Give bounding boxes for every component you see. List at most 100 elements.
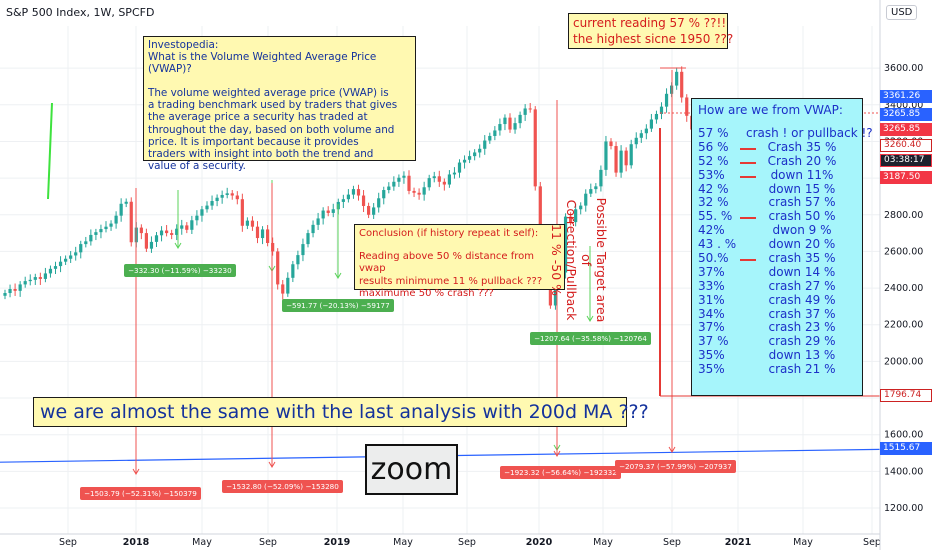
candle-body (407, 175, 411, 191)
vwap-row-percent: 37% (698, 320, 725, 335)
candle-body (89, 234, 93, 242)
investopedia-body-line: The volume weighted average price (VWAP)… (148, 87, 389, 100)
candle-body (326, 210, 330, 213)
candle-body (331, 209, 335, 213)
currency-selector[interactable]: USD (886, 5, 918, 20)
vwap-row: 42 % down 15 % (698, 181, 856, 197)
conclusion-title: Conclusion (if history repeat it self): (359, 228, 539, 239)
candle-body (528, 108, 532, 110)
arrow-head (553, 450, 561, 457)
x-tick-label: Sep (458, 537, 476, 548)
y-tick-label: 2000.00 (884, 356, 923, 367)
candle-body (165, 230, 169, 234)
vwap-row-percent: 56 % (698, 139, 729, 154)
candle-body (462, 159, 467, 163)
candle-body (579, 205, 583, 210)
candle-body (538, 186, 542, 232)
vwap-row: 34% crash 37 % (698, 306, 856, 322)
candle-body (518, 114, 522, 124)
arrow-head (132, 468, 140, 475)
target-area-line: 11 % -50 % (549, 224, 564, 296)
y-tick-label: 1600.00 (884, 430, 923, 441)
x-tick-label: Sep (863, 537, 881, 548)
candle-body (483, 140, 487, 149)
vwap-row-percent: 34% (698, 306, 725, 321)
candle-body (387, 186, 391, 191)
vwap-row-percent: 53% (698, 167, 725, 182)
vwap-distance-note[interactable]: How are we from VWAP: 57 % crash ! or pul… (691, 98, 873, 396)
vwap-note-title: How are we from VWAP: (698, 103, 843, 117)
y-axis: 3600.003400.003200.003000.002800.002600.… (879, 0, 932, 550)
vwap-row-outcome: crash 27 % (768, 278, 836, 293)
measurement-label: −591.77 (−20.13%) −59177 (282, 299, 394, 312)
candle-body (33, 277, 37, 280)
candle-body (114, 215, 118, 224)
candle-body (205, 205, 209, 210)
x-tick-label: May (593, 537, 613, 548)
candle-body (664, 93, 669, 107)
y-tick-label: 3600.00 (884, 63, 923, 74)
candle-body (175, 228, 179, 235)
candle-body (685, 97, 689, 116)
candle-body (43, 273, 47, 279)
conclusion-body-line: results minimume 11 % pullback ??? (359, 275, 543, 287)
current-reading-line: current reading 57 % ??!! (573, 16, 727, 30)
vwap-row: 50.% crash 35 % (698, 251, 856, 266)
vwap-rows: 57 % crash ! or pullback !? 56 % Crash 35 %… (698, 126, 873, 377)
x-tick-label: May (192, 537, 212, 548)
investopedia-note[interactable]: Investopedia: What is the Volume Weighte… (143, 36, 416, 172)
target-area-line: Possible Target area of (579, 197, 609, 323)
candle-body (18, 284, 22, 291)
vwap-row: 56 % Crash 35 % (698, 139, 856, 155)
candle-body (513, 123, 517, 130)
candle-body (589, 189, 593, 194)
candle-body (498, 124, 502, 131)
vwap-row: 55. % crash 50 % (698, 209, 856, 224)
x-tick-label: Sep (663, 537, 681, 548)
candle-body (69, 255, 73, 259)
investopedia-body-line: the average price a security has traded … (148, 111, 368, 124)
candle-body (654, 113, 659, 120)
candle-body (649, 119, 653, 129)
chart-title: S&P 500 Index, 1W, SPCFD (6, 6, 155, 19)
candle-body (316, 218, 320, 225)
investopedia-body-line: a trading benchmark used by traders that… (148, 99, 398, 112)
vwap-row-percent: 50.% (698, 251, 729, 266)
vwap-row: 31% crash 49 % (698, 293, 856, 308)
candle-body (58, 261, 63, 267)
candle-body (361, 195, 366, 206)
conclusion-note[interactable]: Conclusion (if history repeat it self): … (354, 224, 565, 299)
vwap-row-percent: 42 % (698, 181, 729, 196)
vwap-row: 53% down 11% (698, 167, 856, 183)
candle-body (109, 223, 113, 227)
candle-body (614, 146, 618, 173)
vwap-row-outcome: crash 29 % (768, 334, 836, 349)
candle-body (281, 284, 285, 294)
analysis-banner[interactable]: we are almost the same with the last ana… (33, 397, 649, 427)
x-tick-label: 2019 (324, 537, 350, 548)
x-tick-label: 2020 (526, 537, 553, 548)
vwap-row: 32 % crash 57 % (698, 196, 856, 210)
candle-body (64, 258, 68, 262)
y-tick-label: 1200.00 (884, 503, 923, 514)
candle-body (144, 233, 148, 249)
red-dash-marker (740, 175, 756, 178)
candle-body (250, 220, 255, 227)
candle-body (48, 268, 53, 274)
vwap-row-percent: 52 % (698, 153, 729, 168)
candle-body (367, 205, 371, 215)
candle-body (260, 229, 265, 239)
candle-body (422, 187, 426, 195)
candle-body (382, 190, 386, 199)
x-tick-label: May (393, 537, 413, 548)
candle-body (220, 194, 224, 198)
price-tag: 3260.40 (880, 139, 932, 152)
candle-body (53, 266, 58, 269)
vwap-row-outcome: crash ! or pullback !? (746, 126, 873, 140)
current-reading-note[interactable]: current reading 57 % ??!! the highest si… (568, 13, 733, 49)
arrow-head (334, 272, 342, 279)
vwap-row-outcome: crash 21 % (768, 362, 836, 377)
vwap-row: 35% down 13 % (698, 348, 856, 363)
zoom-label[interactable]: zoom (365, 444, 458, 495)
